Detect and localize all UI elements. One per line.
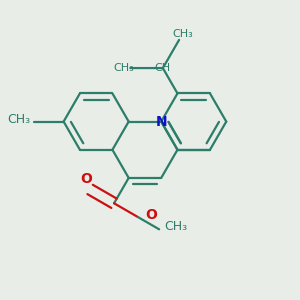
Text: CH₃: CH₃ [164, 220, 188, 233]
Text: CH: CH [155, 63, 171, 73]
Text: O: O [145, 208, 157, 222]
Text: CH₃: CH₃ [113, 63, 134, 73]
Text: O: O [80, 172, 92, 186]
Text: CH₃: CH₃ [7, 113, 30, 126]
Text: N: N [155, 115, 167, 129]
Text: CH₃: CH₃ [172, 29, 193, 39]
